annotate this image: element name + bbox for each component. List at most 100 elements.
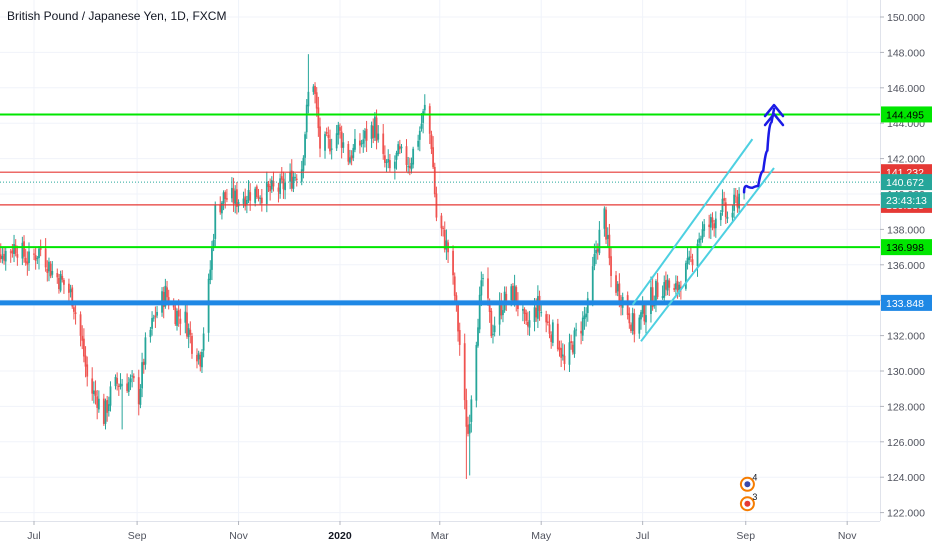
candle xyxy=(255,184,258,199)
candle xyxy=(640,309,642,330)
time-axis[interactable]: Jul Sep Nov 2020 Mar May Jul Sep Nov xyxy=(0,521,880,550)
candle xyxy=(551,319,554,347)
candle-body xyxy=(628,313,631,324)
candle xyxy=(197,350,200,365)
candle-body xyxy=(107,404,110,411)
candle xyxy=(209,260,212,285)
candle-body xyxy=(156,311,158,316)
candle xyxy=(84,346,87,378)
price-tick-label: 138.000 xyxy=(887,224,925,236)
candle-body xyxy=(618,283,621,302)
candle-body xyxy=(39,247,42,250)
channel-lower-line[interactable] xyxy=(640,167,775,342)
candle xyxy=(339,123,341,139)
candle xyxy=(733,187,736,219)
candle xyxy=(94,380,97,405)
candle-body xyxy=(59,274,62,291)
candle xyxy=(723,191,726,207)
time-tick-label: May xyxy=(531,530,552,542)
candle-body xyxy=(305,104,308,133)
candle xyxy=(3,247,5,265)
candle xyxy=(257,188,260,202)
channel-upper-line[interactable] xyxy=(631,138,754,306)
projection-path[interactable] xyxy=(742,107,776,194)
candle-body xyxy=(583,315,586,320)
candle-body xyxy=(292,176,295,189)
candle-body xyxy=(92,390,95,395)
candle xyxy=(350,150,353,166)
event-marker[interactable]: 3 xyxy=(739,492,758,512)
candle-body xyxy=(280,176,283,180)
candle xyxy=(187,323,190,349)
candle xyxy=(199,351,202,372)
candle xyxy=(58,273,60,294)
candle-body xyxy=(172,304,175,308)
arrowhead-icon xyxy=(763,112,785,127)
candle-body xyxy=(393,161,396,169)
candle xyxy=(684,260,687,291)
event-ring-icon xyxy=(739,476,755,492)
candle-body xyxy=(121,384,124,386)
candle-body xyxy=(551,322,554,343)
candle xyxy=(661,285,664,300)
candle xyxy=(375,109,378,150)
candle xyxy=(260,188,263,212)
candle xyxy=(340,125,343,159)
last-price-badge: 140.672 xyxy=(881,174,932,191)
candle-body xyxy=(349,157,351,163)
candle-body xyxy=(307,91,310,107)
candle-body xyxy=(13,244,15,254)
candle xyxy=(442,225,444,237)
event-marker[interactable]: 4 xyxy=(739,472,758,492)
candle xyxy=(289,163,291,190)
drawings-layer xyxy=(631,103,785,342)
price-axis[interactable]: 150.000148.000146.000144.000142.000140.0… xyxy=(880,0,932,550)
candle-body xyxy=(14,245,17,254)
candle-body xyxy=(410,162,413,170)
candle xyxy=(304,131,306,166)
candle xyxy=(452,245,454,285)
candle xyxy=(714,211,717,238)
candle-body xyxy=(191,335,193,354)
candle-body xyxy=(359,140,361,146)
candle xyxy=(433,162,436,198)
candle-body xyxy=(4,250,7,262)
candle xyxy=(398,139,401,154)
candle-body xyxy=(711,217,714,223)
candle-body xyxy=(523,309,526,314)
candle-body xyxy=(736,196,739,208)
candle-body xyxy=(734,195,737,197)
candle xyxy=(109,381,112,412)
candle-body xyxy=(48,261,50,272)
candle xyxy=(86,356,89,387)
candle xyxy=(418,126,421,152)
candle-body xyxy=(56,273,59,278)
candle xyxy=(463,333,466,410)
candle-body xyxy=(668,280,671,288)
candle xyxy=(277,182,280,203)
candle xyxy=(73,305,75,320)
candle xyxy=(97,390,100,413)
candle xyxy=(267,181,270,193)
candle xyxy=(237,199,240,213)
candle-body xyxy=(325,131,328,134)
candle-body xyxy=(573,330,576,355)
candle-body xyxy=(477,327,479,346)
candle xyxy=(711,212,714,231)
candle xyxy=(420,113,423,132)
candle-body xyxy=(678,284,681,291)
candle-body xyxy=(350,155,353,160)
candle-body xyxy=(312,86,315,92)
candle xyxy=(699,235,702,247)
candle-body xyxy=(86,364,89,377)
candle-body xyxy=(36,257,39,259)
candle xyxy=(500,292,503,320)
candle-body xyxy=(370,125,373,139)
candle-body xyxy=(166,287,168,298)
candle xyxy=(393,155,396,180)
candle xyxy=(107,396,110,417)
candle xyxy=(23,235,25,263)
candle xyxy=(663,275,666,303)
candle-body xyxy=(709,217,712,228)
